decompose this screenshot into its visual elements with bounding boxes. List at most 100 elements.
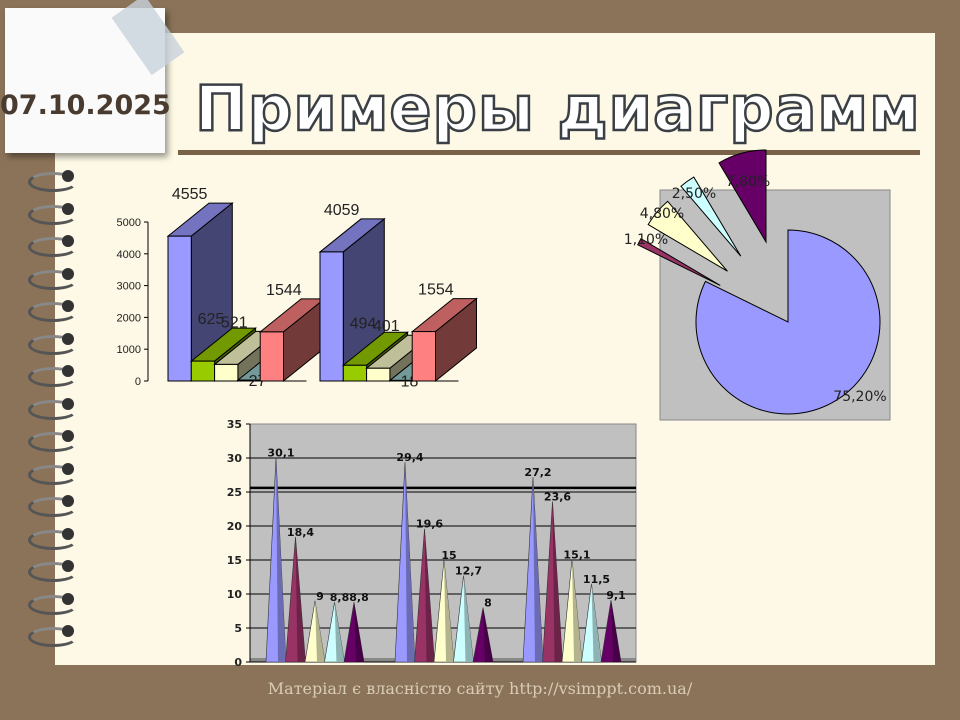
- cone-shade: [295, 536, 306, 662]
- y-tick-label: 5: [234, 622, 242, 635]
- data-label: 521: [221, 314, 248, 331]
- cone-shade: [444, 560, 454, 662]
- binding-ring: [28, 172, 78, 192]
- y-tick-label: 30: [227, 452, 243, 465]
- binding-hole: [62, 300, 74, 312]
- binding-ring: [28, 269, 78, 290]
- data-label: 9: [316, 590, 324, 603]
- binding-hole: [62, 560, 74, 572]
- binding-ring: [28, 464, 78, 485]
- y-tick-label: 20: [227, 520, 243, 533]
- y-tick-label: 0: [234, 656, 242, 669]
- cone-shade: [405, 462, 415, 662]
- bar: [366, 367, 391, 382]
- data-label: 4555: [172, 186, 208, 203]
- data-label: 9,1: [606, 589, 626, 602]
- data-label: 27,2: [524, 466, 551, 479]
- binding-hole: [62, 527, 74, 540]
- slide-title: Примеры диаграмм: [194, 71, 921, 147]
- data-label: 18,4: [287, 526, 314, 539]
- pie-slice: [637, 238, 721, 286]
- data-label: 494: [350, 315, 377, 332]
- cone-shade: [611, 600, 621, 662]
- binding-ring: [28, 237, 78, 257]
- binding-hole: [62, 625, 74, 637]
- slice-label: 4,80%: [640, 206, 684, 222]
- data-label: 625: [198, 311, 225, 328]
- data-label: 30,1: [267, 446, 294, 459]
- slice-label: 75,20%: [833, 389, 886, 405]
- binding-hole: [62, 365, 74, 377]
- cone-shade: [572, 559, 582, 662]
- binding-ring: [28, 367, 78, 387]
- footer-copyright: Матеріал є власністю сайту http://vsimpp…: [267, 679, 693, 698]
- data-label: 11,5: [583, 573, 610, 586]
- binding-ring: [28, 302, 78, 322]
- y-tick-label: 4000: [117, 249, 141, 261]
- cone-shade: [591, 583, 602, 662]
- pie-slice: [695, 229, 881, 415]
- binding-hole: [62, 592, 74, 605]
- y-tick-label: 25: [227, 486, 242, 499]
- pie-slice: [680, 176, 742, 257]
- data-label: 8: [484, 597, 492, 610]
- cone-shade: [334, 602, 345, 662]
- data-label: 23,6: [544, 491, 571, 504]
- binding-ring: [28, 529, 78, 550]
- bar: [411, 331, 437, 382]
- data-label: 4059: [324, 202, 360, 219]
- bar: [342, 364, 368, 382]
- y-tick-label: 2000: [117, 312, 141, 324]
- binding-hole: [62, 397, 74, 410]
- bar: [214, 363, 239, 382]
- y-tick-label: 15: [227, 554, 242, 567]
- data-label: 12,7: [455, 565, 482, 578]
- pie-slice: [647, 200, 728, 272]
- data-label: 8,8: [349, 591, 369, 604]
- cone-shade: [463, 575, 474, 662]
- bar: [259, 331, 285, 382]
- y-tick-label: 0: [135, 376, 141, 388]
- data-label: 8,8: [330, 591, 350, 604]
- y-tick-label: 35: [227, 418, 242, 431]
- binding-ring: [28, 562, 78, 582]
- title-divider: [178, 150, 920, 155]
- cone-shade: [552, 501, 563, 662]
- cone-shade: [533, 477, 543, 662]
- data-label: 29,4: [396, 451, 423, 464]
- binding-hole: [62, 332, 74, 345]
- binding-hole: [62, 462, 74, 475]
- y-tick-label: 5000: [117, 217, 141, 229]
- slice-label: 1,10%: [624, 232, 668, 248]
- data-label: 1544: [266, 282, 302, 299]
- slice-label: 7,80%: [726, 174, 770, 190]
- data-label: 19,6: [416, 518, 443, 531]
- pie-slice: [718, 149, 767, 244]
- bar: [190, 360, 216, 382]
- binding-hole: [62, 235, 74, 247]
- cone-shade: [315, 600, 325, 662]
- data-label: 15,1: [563, 548, 590, 561]
- data-label: 1554: [418, 282, 454, 299]
- cone-shade: [354, 602, 364, 662]
- y-tick-label: 1000: [117, 344, 141, 356]
- bar: [319, 251, 344, 382]
- binding-hole: [62, 495, 74, 507]
- data-label: 401: [373, 318, 400, 335]
- cone-shade: [483, 607, 493, 662]
- cone-shade: [276, 457, 286, 662]
- y-tick-label: 3000: [117, 281, 141, 293]
- y-tick-label: 10: [227, 588, 243, 601]
- binding-ring: [28, 627, 78, 647]
- binding-hole: [62, 202, 74, 215]
- binding-ring: [28, 497, 78, 517]
- binding-ring: [28, 432, 78, 452]
- bar: [167, 235, 192, 382]
- binding-hole: [62, 170, 74, 182]
- binding-ring: [28, 204, 78, 225]
- binding-hole: [62, 267, 74, 280]
- binding-ring: [28, 594, 78, 615]
- binding-hole: [62, 430, 74, 442]
- cone-shade: [424, 528, 435, 662]
